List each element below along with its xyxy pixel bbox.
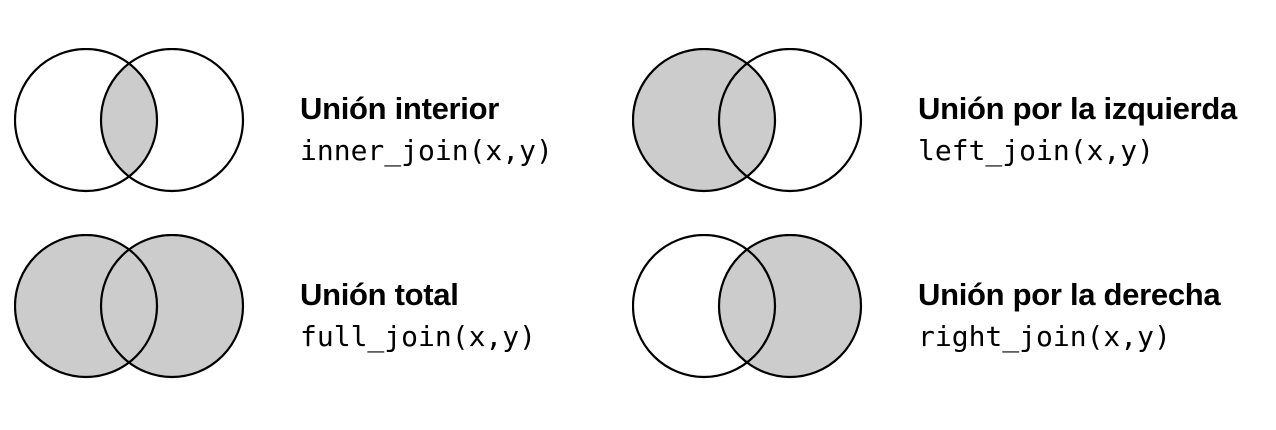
venn-right-region — [719, 235, 861, 377]
venn-circle-y — [99, 234, 245, 379]
venn-circle-x — [632, 48, 777, 193]
join-code: inner_join(x,y) — [300, 134, 553, 167]
venn-diagram-left — [632, 48, 863, 193]
join-title: Unión por la derecha — [918, 277, 1221, 312]
venn-circle-y — [99, 48, 245, 193]
join-label: Unión por la izquierda left_join(x,y) — [918, 90, 1237, 170]
venn-diagram-inner — [14, 48, 245, 193]
venn-circle-x — [632, 234, 777, 379]
join-label: Unión total full_join(x,y) — [300, 276, 536, 356]
join-code: right_join(x,y) — [918, 320, 1171, 353]
venn-left-region — [633, 49, 775, 191]
join-panel-left: Unión por la izquierda left_join(x,y) — [632, 48, 1272, 208]
join-panel-right: Unión por la derecha right_join(x,y) — [632, 234, 1272, 394]
join-label: Unión interior inner_join(x,y) — [300, 90, 553, 170]
join-label: Unión por la derecha right_join(x,y) — [918, 276, 1221, 356]
venn-circle-y — [717, 48, 863, 193]
join-code: left_join(x,y) — [918, 134, 1155, 167]
join-title: Unión por la izquierda — [918, 91, 1237, 126]
venn-y-region — [101, 235, 243, 377]
join-panel-full: Unión total full_join(x,y) — [14, 234, 654, 394]
join-panel-inner: Unión interior inner_join(x,y) — [14, 48, 654, 208]
venn-diagram-right — [632, 234, 863, 379]
venn-circle-x — [14, 234, 159, 379]
join-title: Unión interior — [300, 91, 500, 126]
join-title: Unión total — [300, 277, 459, 312]
venn-diagram-full — [14, 234, 245, 379]
venn-circle-y — [717, 234, 863, 379]
join-code: full_join(x,y) — [300, 320, 537, 353]
venn-intersection-region — [101, 49, 157, 191]
venn-circle-x — [14, 48, 159, 193]
